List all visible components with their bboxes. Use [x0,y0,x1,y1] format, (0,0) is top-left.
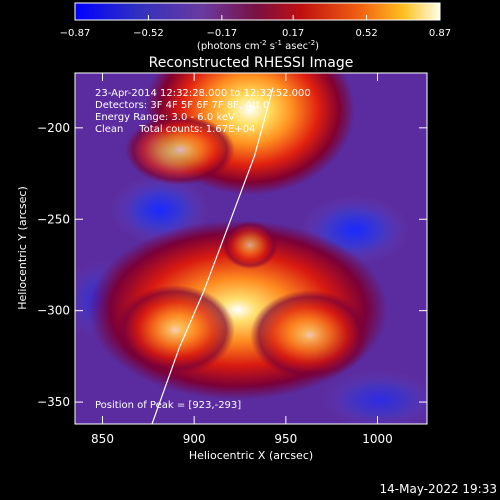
colorbar-units: (photons cm-2 s-1 asec-2) [197,39,319,52]
colorbar-tick-label: 0.17 [282,28,304,39]
colorbar-ticks: −0.87 −0.52 −0.17 0.17 0.52 0.87 [60,15,451,39]
x-tick-label: 1000 [362,432,393,446]
x-axis-label: Heliocentric X (arcsec) [189,449,313,462]
solar-limb-line [151,87,274,424]
y-tick-label: −300 [37,304,70,318]
y-tick-label: −250 [37,212,70,226]
footer-timestamp: 14-May-2022 19:33 [380,482,497,496]
y-axis-label: Heliocentric Y (arcsec) [16,186,29,310]
colorbar-tick-label: −0.17 [207,28,238,39]
annotation-peak-position: Position of Peak = [923,-293] [95,400,241,411]
colorbar [74,2,441,21]
colorbar-tick-label: 0.52 [355,28,377,39]
annotation-detectors: Detectors: 3F 4F 5F 6F 7F 8F, Att 0 [95,100,269,111]
annotation-energy-range: Energy Range: 3.0 - 6.0 keV [95,112,235,123]
x-tick-label: 850 [91,432,114,446]
x-tick-label: 950 [274,432,297,446]
colorbar-tick-label: −0.87 [60,28,91,39]
colorbar-tick-label: −0.52 [133,28,164,39]
annotation-time-range: 23-Apr-2014 12:32:28.000 to 12:32:52.000 [95,88,311,99]
y-tick-label: −350 [37,395,70,409]
x-tick-label: 900 [183,432,206,446]
x-axis: 850 900 950 1000 [91,73,393,446]
plot-frame [74,72,428,425]
annotation-clean-counts: Clean Total counts: 1.67E+04 [95,124,255,135]
chart-title: Reconstructed RHESSI Image [149,55,354,71]
y-axis: −200 −250 −300 −350 [37,121,427,409]
y-tick-label: −200 [37,121,70,135]
colorbar-tick-label: 0.87 [429,28,451,39]
heatmap-image [75,73,427,424]
